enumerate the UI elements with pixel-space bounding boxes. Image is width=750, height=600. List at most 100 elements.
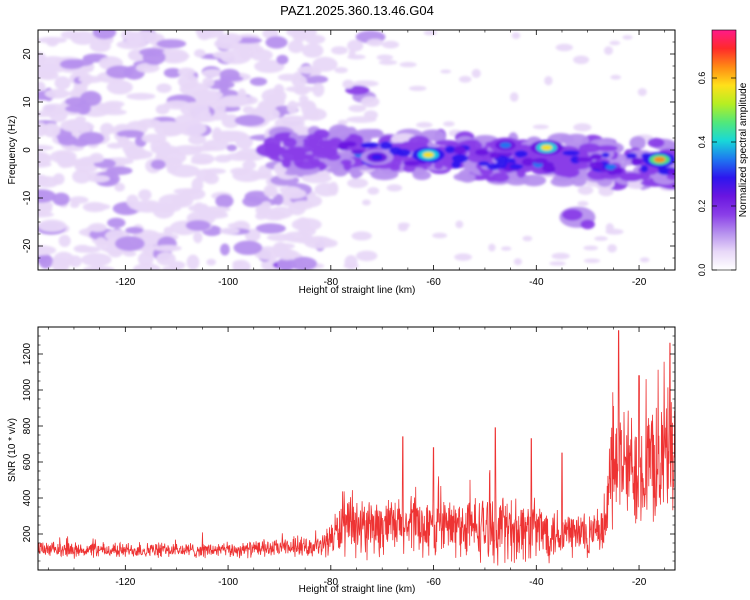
spectrogram-frame [37, 29, 676, 271]
spectrogram-blob [583, 245, 598, 251]
spectrogram-x-tick-label: -40 [529, 277, 544, 288]
spectrogram-blob [495, 160, 508, 169]
snr-y-tick-label: 200 [22, 525, 33, 542]
spectrogram-blob [604, 46, 613, 55]
spectrogram-blob [212, 51, 234, 59]
spectrogram-blob [232, 260, 244, 268]
spectrogram-blob [637, 88, 647, 97]
spectrogram-blob [370, 168, 399, 181]
snr-series-line [38, 330, 675, 566]
spectrogram-blob [219, 227, 240, 235]
spectrogram-blob [351, 149, 365, 155]
spectrogram-blob [458, 75, 472, 83]
spectrogram-blob [150, 159, 166, 170]
spectrogram-blob [513, 258, 523, 266]
spectrogram-blob [379, 141, 393, 150]
spectrogram-blob [281, 158, 292, 168]
spectrogram-blob [294, 236, 321, 244]
snr-panel: -120 -100 -80 -60 -40 -20 200 400 600 800 1000 1200… [7, 326, 676, 595]
spectrogram-blob [233, 240, 263, 255]
spectrogram-blob [451, 154, 469, 163]
spectrogram-blob [626, 152, 637, 159]
spectrogram-blob [310, 158, 321, 166]
spectrogram-x-tick-label: -80 [324, 277, 339, 288]
spectrogram-blob [177, 74, 199, 89]
spectrogram-blob [285, 85, 318, 93]
spectrogram-blob [72, 138, 90, 147]
spectrogram-blob [455, 220, 464, 229]
spectrogram-blob [75, 115, 87, 123]
spectrogram-blob [60, 30, 82, 40]
spectrogram-blob [220, 243, 230, 256]
spectrogram-blob [242, 196, 262, 207]
spectrogram-blob [234, 114, 265, 127]
spectrogram-blob [298, 227, 316, 236]
snr-frame [37, 326, 676, 571]
spectrogram-blob [89, 40, 111, 53]
spectrogram-blob [408, 135, 430, 147]
spectrogram-blob [116, 130, 145, 138]
spectrogram-blob [92, 30, 117, 40]
spectrogram-blob [249, 77, 268, 86]
spectrogram-blob [219, 78, 229, 93]
snr-ticks: -120 -100 -80 -60 -40 -20 200 400 600 800 1000 1200 [22, 326, 675, 588]
spectrogram-blob [562, 209, 583, 221]
snr-x-tick-label: -120 [115, 577, 135, 588]
spectrogram-blob [44, 89, 70, 99]
spectrogram-blob [478, 161, 490, 167]
spectrogram-blob [265, 36, 288, 49]
spectrogram-blob [83, 266, 115, 270]
spectrogram-blob [57, 153, 72, 169]
spectrogram-blob [342, 141, 357, 148]
spectrogram-blob [347, 54, 366, 60]
spectrogram-blob [38, 211, 54, 218]
spectrogram-blob [454, 253, 472, 261]
spectrogram-blob [629, 136, 646, 150]
spectrogram-blob [100, 122, 114, 136]
spectrogram-blob [169, 164, 200, 178]
spectrogram-x-label: Height of straight line (km) [299, 285, 416, 296]
spectrogram-blob [456, 147, 465, 155]
snr-x-label: Height of straight line (km) [299, 584, 416, 595]
spectrogram-blob [242, 160, 257, 170]
spectrogram-blob [568, 162, 590, 170]
spectrogram-blob [212, 130, 243, 143]
spectrogram-blob [609, 40, 621, 46]
spectrogram-blob [221, 114, 240, 129]
spectrogram-blob [263, 185, 275, 197]
spectrogram-blob [647, 137, 665, 148]
spectrogram-blob [189, 145, 218, 152]
spectrogram-blob [612, 167, 624, 175]
spectrogram-blob [62, 59, 94, 67]
spectrogram-blob [250, 173, 274, 180]
spectrogram-blob [488, 243, 496, 252]
spectrogram-blob [38, 36, 67, 44]
spectrogram-blob [337, 119, 348, 126]
spectrogram-blob [353, 80, 379, 87]
spectrogram-blob [607, 244, 617, 253]
spectrogram-blob [515, 151, 525, 158]
spectrogram-blob [188, 134, 207, 145]
spectrogram-blob [114, 236, 145, 252]
spectrogram-blob [408, 85, 427, 91]
spectrogram-blob [667, 168, 675, 175]
spectrogram-blob [399, 61, 417, 68]
spectrogram-blob [301, 43, 324, 58]
spectrogram-blob [250, 49, 273, 61]
spectrogram-blob [81, 253, 112, 267]
spectrogram-y-tick-label: 20 [22, 48, 33, 60]
spectrogram-blob [38, 245, 57, 256]
spectrogram-blob [474, 149, 489, 156]
spectrogram-blob [283, 234, 294, 241]
snr-x-tick-label: -20 [632, 577, 647, 588]
spectrogram-blob [451, 160, 461, 169]
spectrogram-blob [299, 95, 309, 103]
spectrogram-blob [396, 149, 411, 157]
chart-title: PAZ1.2025.360.13.46.G04 [280, 3, 434, 18]
spectrogram-blob [288, 40, 304, 54]
spectrogram-blob [398, 224, 408, 232]
spectrogram-blob [302, 108, 327, 121]
spectrogram-blob [422, 151, 435, 158]
spectrogram-blob [138, 189, 152, 201]
spectrogram-blob [177, 121, 207, 137]
